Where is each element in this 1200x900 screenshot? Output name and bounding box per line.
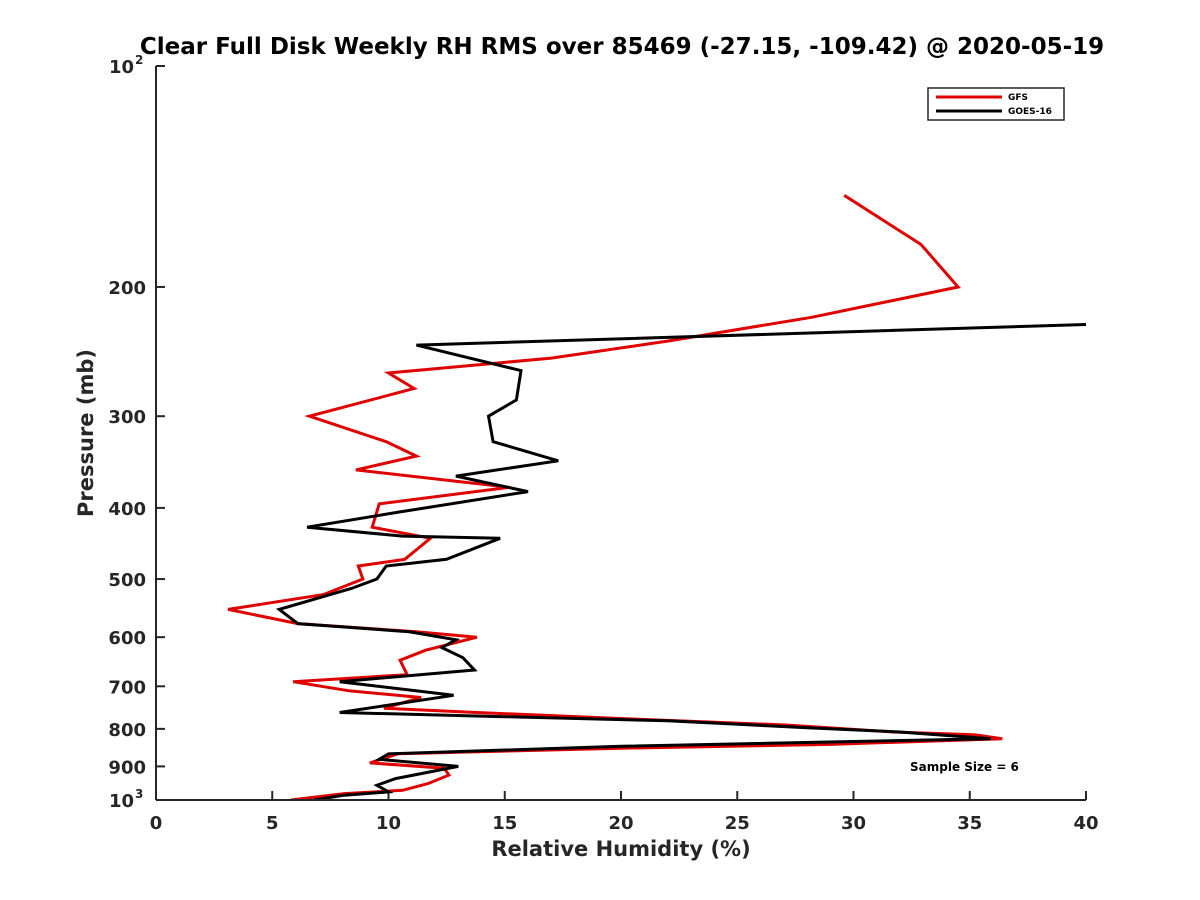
x-tick-label: 35 xyxy=(957,813,982,834)
legend-label: GOES-16 xyxy=(1008,107,1052,117)
y-tick-label: 800 xyxy=(108,720,146,741)
y-tick-power-base: 10 xyxy=(109,791,134,812)
y-tick-label: 500 xyxy=(108,570,146,591)
legend-label: GFS xyxy=(1008,93,1028,103)
series-line-goes-16 xyxy=(275,323,1087,800)
x-tick-label: 40 xyxy=(1073,813,1098,834)
legend: GFS GOES-16 xyxy=(927,87,1065,121)
y-tick-label: 900 xyxy=(108,757,146,778)
x-axis-label: Relative Humidity (%) xyxy=(491,837,750,861)
y-tick-power-exponent: 3 xyxy=(135,787,143,801)
x-tick-label: 0 xyxy=(150,813,163,834)
x-tick-label: 15 xyxy=(492,813,517,834)
x-tick-label: 5 xyxy=(266,813,279,834)
legend-box xyxy=(927,87,1065,121)
x-tick-label: 10 xyxy=(376,813,401,834)
y-tick-label: 300 xyxy=(108,407,146,428)
x-tick-label: 25 xyxy=(725,813,750,834)
sample-size-annotation: Sample Size = 6 xyxy=(910,760,1019,774)
y-tick-power-exponent: 2 xyxy=(135,53,143,67)
series-lines xyxy=(227,194,1087,800)
y-axis-label: Pressure (mb) xyxy=(74,349,98,517)
y-tick-label: 700 xyxy=(108,677,146,698)
chart-title: Clear Full Disk Weekly RH RMS over 85469… xyxy=(140,34,1104,60)
x-tick-label: 30 xyxy=(841,813,866,834)
y-tick-label: 400 xyxy=(108,499,146,520)
y-tick-power-base: 10 xyxy=(109,57,134,78)
x-axis-ticks: 0 5 10 15 20 25 30 35 40 xyxy=(150,791,1099,834)
y-tick-label: 600 xyxy=(108,628,146,649)
y-tick-label: 200 xyxy=(108,278,146,299)
x-tick-label: 20 xyxy=(608,813,633,834)
